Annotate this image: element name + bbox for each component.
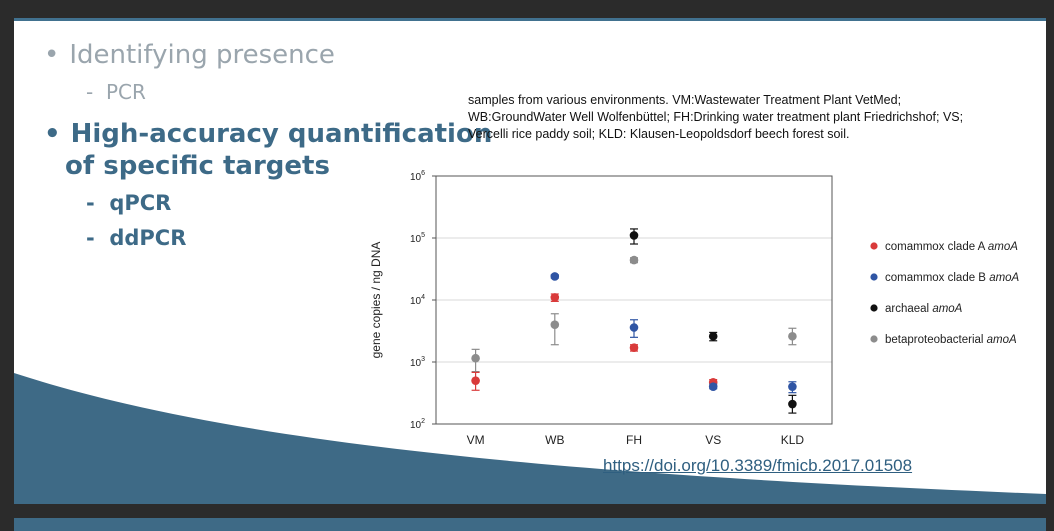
- data-point: [788, 331, 797, 341]
- data-point: [708, 382, 718, 391]
- slide-top-line: [14, 18, 1046, 21]
- data-point: [550, 320, 560, 329]
- slide: • Identifying presence - PCR • High-accura…: [14, 18, 1046, 504]
- y-tick-label: 106: [410, 170, 425, 183]
- y-tick-label: 104: [410, 294, 425, 307]
- data-point: [629, 231, 639, 240]
- data-point: [788, 399, 797, 409]
- legend-marker: [870, 304, 878, 312]
- y-axis-label: gene copies / ng DNA: [369, 242, 383, 359]
- caption-line: WB:GroundWater Well Wolfenbüttel; FH:Dri…: [468, 110, 964, 124]
- next-slide-band: [14, 518, 1046, 531]
- figure-caption: samples from various environments. VM:Wa…: [468, 92, 1038, 143]
- bullet-high-accuracy-quantification: • High-accuracy quantification of specifi…: [44, 118, 492, 182]
- gene-copies-chart: 102 103 104 105 106 gene copies / ng DNA VM WB F…: [369, 170, 1020, 447]
- legend-marker: [870, 242, 878, 250]
- x-tick-label: FH: [626, 433, 642, 447]
- bullet-identifying-presence: • Identifying presence: [44, 40, 335, 70]
- y-tick-label: 102: [410, 418, 425, 431]
- x-tick-label: WB: [545, 433, 564, 447]
- subbullet-pcr: - PCR: [86, 80, 146, 104]
- subbullet-text: PCR: [105, 80, 146, 104]
- subbullet-ddpcr: - ddPCR: [86, 226, 186, 250]
- data-point: [471, 376, 480, 385]
- bullet-text: Identifying presence: [69, 40, 335, 70]
- x-tick-label: VS: [705, 433, 721, 447]
- legend-marker: [870, 335, 878, 343]
- bullet-text-line2: of specific targets: [65, 151, 330, 181]
- data-point: [550, 272, 560, 281]
- dash: -: [86, 80, 94, 104]
- y-tick-label: 103: [410, 356, 425, 369]
- legend-label: comammox clade B amoA: [885, 272, 1020, 284]
- window-top-bar: [0, 0, 1054, 18]
- data-point: [788, 382, 797, 391]
- data-point: [708, 331, 718, 341]
- data-point: [550, 293, 560, 302]
- data-point: [629, 255, 639, 265]
- legend-label: comammox clade A amoA: [885, 241, 1018, 253]
- data-point: [629, 343, 639, 353]
- caption-line: Vercelli rice paddy soil; KLD: Klausen-L…: [468, 127, 850, 141]
- slide-wave-decoration: [14, 373, 1046, 504]
- legend-label: archaeal amoA: [885, 303, 963, 315]
- data-point: [471, 353, 480, 363]
- x-tick-label: KLD: [781, 433, 805, 447]
- x-tick-label: VM: [467, 433, 485, 447]
- y-tick-label: 105: [410, 232, 425, 245]
- doi-link[interactable]: https://doi.org/10.3389/fmicb.2017.01508: [603, 456, 913, 475]
- legend-label: betaproteobacterial amoA: [885, 334, 1017, 346]
- legend-marker: [870, 273, 878, 281]
- bullet-dot: •: [44, 40, 60, 70]
- subbullet-text: ddPCR: [109, 226, 187, 250]
- bullet-dot: •: [44, 119, 61, 149]
- caption-line: samples from various environments. VM:Wa…: [468, 93, 902, 107]
- subbullet-text: qPCR: [109, 191, 172, 215]
- data-point: [629, 323, 639, 332]
- bullet-text-line1: High-accuracy quantification: [70, 119, 493, 149]
- subbullet-qpcr: - qPCR: [86, 191, 171, 215]
- dash: -: [86, 191, 95, 215]
- dash: -: [86, 226, 95, 250]
